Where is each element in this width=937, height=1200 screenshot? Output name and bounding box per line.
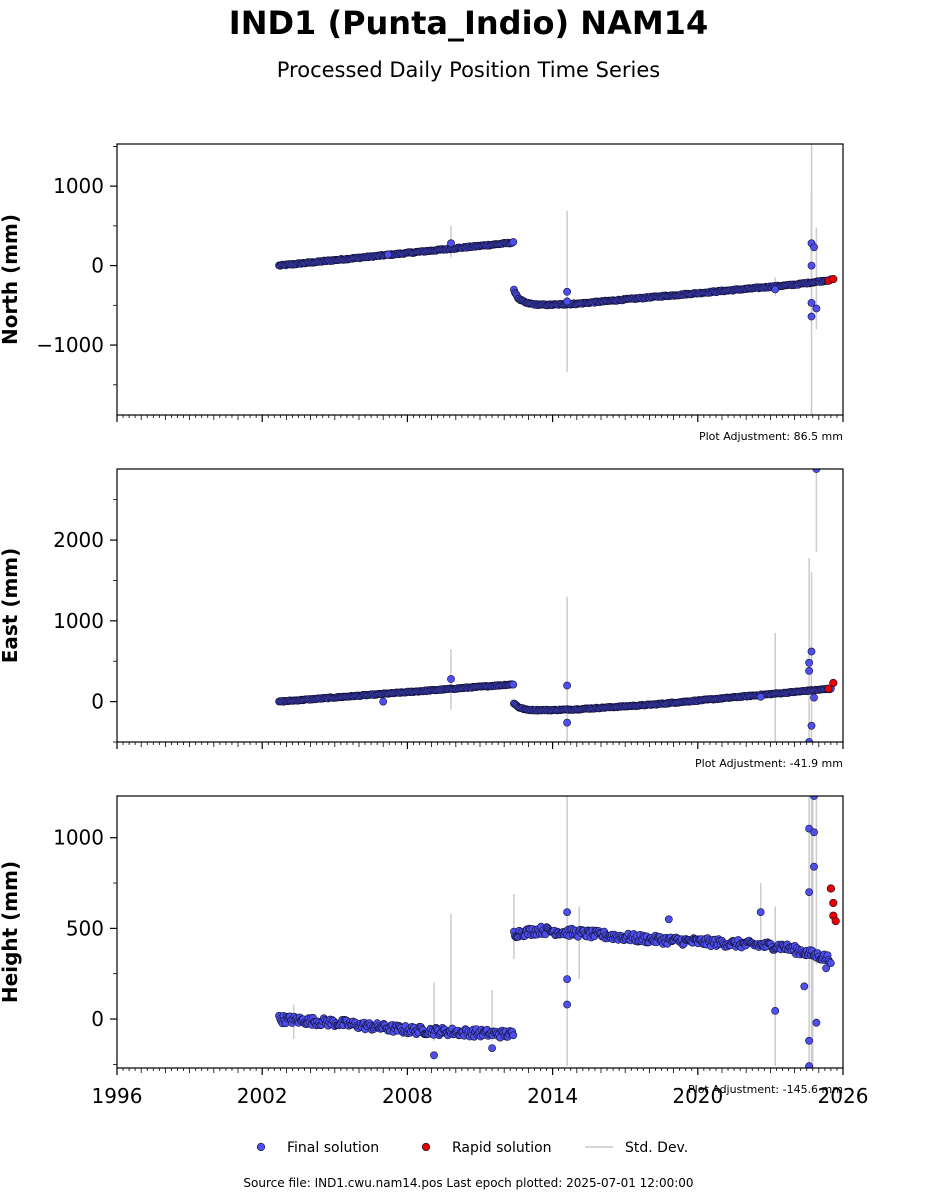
final-point bbox=[664, 915, 673, 924]
std-dev-bars bbox=[450, 144, 818, 415]
final-point bbox=[509, 238, 518, 246]
plot-adjustment-note: Plot Adjustment: 86.5 mm bbox=[699, 430, 843, 443]
final-point bbox=[771, 285, 780, 294]
final-point bbox=[509, 1031, 518, 1040]
final-point bbox=[488, 1044, 496, 1052]
y-tick-label: 0 bbox=[91, 254, 104, 278]
y-tick-label: 2000 bbox=[53, 528, 104, 552]
y-axis-label: East (mm) bbox=[0, 548, 22, 664]
legend-std-label: Std. Dev. bbox=[625, 1140, 688, 1156]
rapid-point bbox=[829, 898, 838, 908]
rapid-point bbox=[826, 884, 836, 893]
panel-1: 2000 1000 0 East (mm) Plot Adjustment: -41.9… bbox=[0, 468, 844, 770]
final-point bbox=[771, 1007, 780, 1015]
final-point bbox=[563, 681, 571, 690]
final-point bbox=[812, 469, 821, 473]
final-point bbox=[812, 1018, 821, 1027]
final-point bbox=[822, 964, 830, 973]
source-file-note: Source file: IND1.cwu.nam14.pos Last epo… bbox=[243, 1176, 694, 1190]
y-tick-label: 0 bbox=[91, 1007, 104, 1031]
plot-frame bbox=[116, 468, 844, 743]
std-dev-bars bbox=[450, 469, 818, 742]
y-tick-label: −1000 bbox=[36, 333, 104, 357]
final-point bbox=[800, 982, 809, 991]
final-point bbox=[447, 675, 455, 683]
final-point bbox=[756, 692, 765, 701]
final-point bbox=[807, 312, 816, 321]
x-tick-label: 2020 bbox=[672, 1084, 723, 1108]
rapid-point bbox=[829, 275, 838, 284]
chart-title: IND1 (Punta_Indio) NAM14 bbox=[228, 4, 709, 42]
final-point bbox=[563, 287, 571, 296]
y-tick-label: 0 bbox=[91, 690, 104, 714]
final-point bbox=[810, 862, 818, 871]
final-point bbox=[807, 261, 816, 270]
x-tick-label: 2014 bbox=[527, 1084, 578, 1108]
final-point bbox=[805, 667, 813, 675]
plot-adjustment-note: Plot Adjustment: -41.9 mm bbox=[695, 757, 843, 770]
x-ticks bbox=[116, 742, 844, 749]
final-point bbox=[810, 693, 818, 702]
y-axis-label: Height (mm) bbox=[0, 861, 22, 1003]
final-point bbox=[807, 298, 816, 307]
final-point bbox=[805, 738, 813, 742]
legend-rapid-label: Rapid solution bbox=[452, 1140, 552, 1156]
final-solution-points bbox=[275, 238, 838, 321]
final-point bbox=[807, 647, 816, 656]
y-ticks bbox=[110, 145, 117, 386]
x-tick-label: 2002 bbox=[237, 1084, 288, 1108]
rapid-point bbox=[829, 678, 838, 688]
final-point bbox=[384, 250, 392, 259]
panels-group: 1000 0 −1000 North (mm) Plot Adjustment: 86.… bbox=[0, 143, 869, 1108]
plot-frame bbox=[116, 143, 844, 416]
panel-2: 1996 2002 2008 2014 2020 2026 1000 500 0 Height (… bbox=[0, 795, 869, 1108]
y-tick-label: 1000 bbox=[53, 826, 104, 850]
y-ticks bbox=[110, 837, 117, 1065]
final-point bbox=[756, 908, 765, 916]
final-point bbox=[810, 828, 818, 837]
legend-final-label: Final solution bbox=[287, 1140, 379, 1156]
plot-adjustment-note: Plot Adjustment: -145.6 mm bbox=[688, 1083, 843, 1096]
y-tick-label: 500 bbox=[66, 916, 104, 940]
final-point bbox=[805, 658, 813, 667]
final-point bbox=[563, 1000, 571, 1009]
y-tick-label: 1000 bbox=[53, 609, 104, 633]
x-tick-label: 2026 bbox=[818, 1084, 869, 1108]
final-point bbox=[826, 959, 835, 967]
x-ticks bbox=[116, 1068, 844, 1075]
rapid-point bbox=[824, 684, 833, 693]
final-point bbox=[430, 1051, 438, 1060]
final-point bbox=[805, 888, 813, 896]
legend-final-marker bbox=[256, 1142, 266, 1152]
chart-subtitle: Processed Daily Position Time Series bbox=[276, 58, 661, 82]
final-point bbox=[447, 239, 455, 248]
final-point bbox=[379, 697, 388, 706]
final-point bbox=[509, 680, 518, 689]
final-point bbox=[563, 297, 571, 306]
x-tick-label: 1996 bbox=[92, 1084, 143, 1108]
rapid-point bbox=[831, 916, 840, 926]
final-point bbox=[563, 718, 571, 727]
final-point bbox=[805, 1062, 813, 1068]
final-point bbox=[805, 1036, 813, 1045]
legend: Final solution Rapid solution Std. Dev. bbox=[256, 1140, 688, 1156]
final-solution-points bbox=[275, 796, 840, 1068]
final-point bbox=[563, 975, 571, 983]
y-ticks bbox=[110, 499, 117, 743]
y-axis-label: North (mm) bbox=[0, 214, 22, 345]
panel-0: 1000 0 −1000 North (mm) Plot Adjustment: 86.… bbox=[0, 143, 844, 443]
final-point bbox=[810, 243, 818, 252]
final-point bbox=[807, 721, 816, 730]
x-tick-label: 2008 bbox=[382, 1084, 433, 1108]
x-ticks bbox=[116, 415, 844, 422]
final-point bbox=[812, 304, 821, 313]
final-solution-points bbox=[275, 469, 838, 742]
y-tick-label: 1000 bbox=[53, 174, 104, 198]
final-point bbox=[563, 908, 571, 916]
legend-rapid-marker bbox=[421, 1142, 431, 1152]
